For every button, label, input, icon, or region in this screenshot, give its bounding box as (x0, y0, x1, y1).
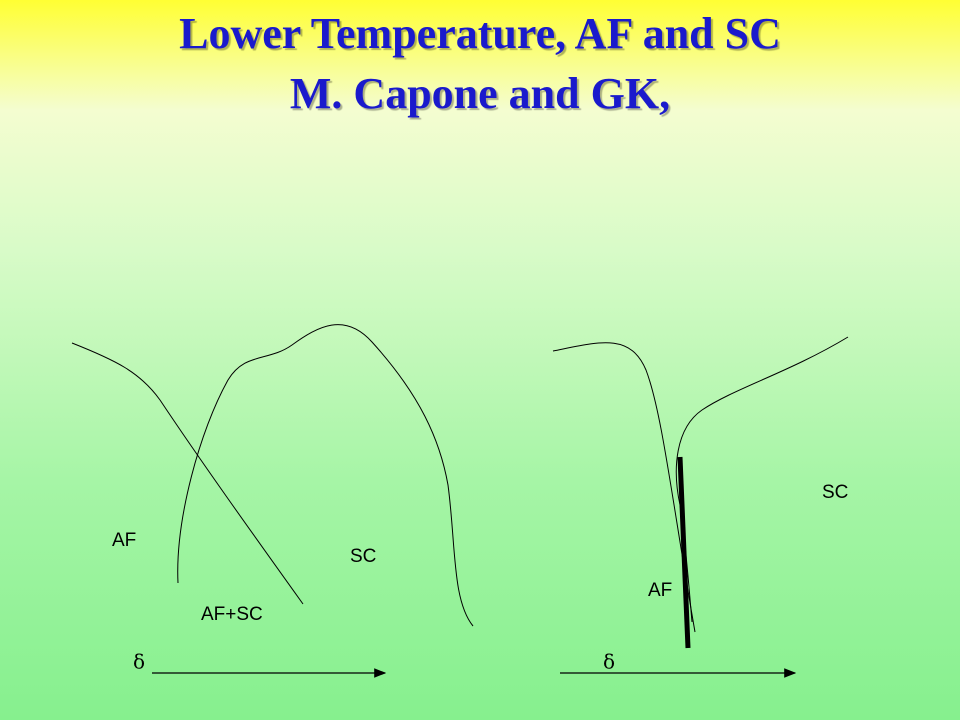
axis-label: δ (133, 650, 145, 674)
label: AF+SC (201, 604, 263, 625)
label: AF (648, 580, 672, 601)
title-line: Lower Temperature, AF and SC (179, 9, 781, 58)
axis-label: δ (603, 650, 615, 674)
sc-curve (675, 336, 849, 623)
boundary-line (677, 456, 691, 649)
af-curve (552, 342, 696, 633)
sc-curve (177, 324, 474, 627)
label: AF (112, 530, 136, 551)
label: SC (350, 546, 376, 567)
title-line: M. Capone and GK, (289, 69, 671, 118)
label: SC (822, 482, 848, 503)
af-curve (71, 342, 304, 605)
